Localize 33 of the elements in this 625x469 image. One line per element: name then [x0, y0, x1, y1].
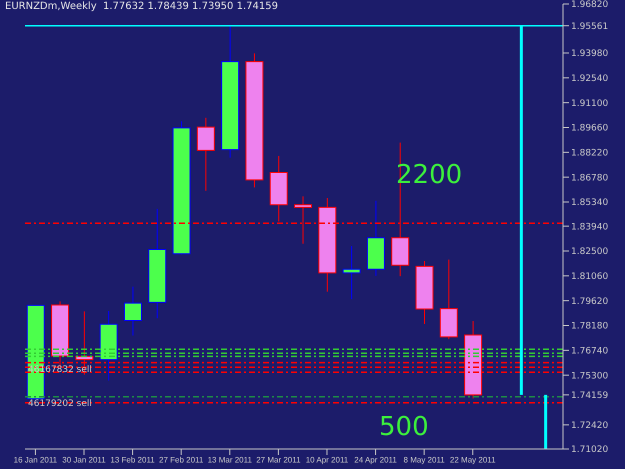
y-tick-label: 1.78180 — [571, 322, 608, 332]
y-tick-label: 1.92540 — [571, 74, 608, 84]
x-tick-label: 27 Mar 2011 — [256, 456, 302, 465]
x-tick-label: 30 Jan 2011 — [62, 456, 106, 465]
y-tick-label: 1.75300 — [571, 371, 608, 382]
y-tick-label: 1.89660 — [571, 124, 608, 134]
y-tick-label: 1.71020 — [571, 445, 608, 456]
y-tick-label: 1.86780 — [571, 173, 608, 184]
y-tick-label: 1.96820 — [571, 0, 608, 10]
ref-line-label: 46179202 sell — [28, 399, 92, 410]
y-tick-label: 1.81060 — [571, 272, 608, 282]
y-tick-label: 1.74159 — [571, 391, 608, 402]
candlestick — [342, 246, 361, 300]
y-tick-label: 1.95561 — [571, 22, 608, 32]
x-tick-label: 22 May 2011 — [450, 456, 496, 465]
y-tick-label: 1.72420 — [571, 421, 608, 432]
x-tick-label: 13 Feb 2011 — [110, 456, 156, 465]
chart-title: EURNZDm,Weekly 1.77632 1.78439 1.73950 1.74159 — [5, 1, 278, 12]
annotation: 500 — [379, 412, 429, 442]
y-tick-label: 1.83940 — [571, 222, 608, 232]
x-tick-label: 27 Feb 2011 — [159, 456, 204, 465]
x-tick-label: 24 Apr 2011 — [354, 456, 398, 465]
x-tick-label: 10 Apr 2011 — [306, 456, 349, 465]
x-tick-label: 16 Jan 2011 — [14, 456, 58, 465]
y-tick-label: 1.76740 — [571, 346, 608, 357]
y-tick-label: 1.91100 — [571, 98, 608, 109]
y-tick-label: 1.88220 — [571, 148, 608, 159]
y-tick-label: 1.93980 — [571, 49, 608, 60]
x-tick-label: 13 Mar 2011 — [208, 456, 252, 465]
y-tick-label: 1.85340 — [571, 198, 608, 208]
y-tick-label: 1.82500 — [571, 247, 608, 258]
y-tick-label: 1.79620 — [571, 296, 608, 307]
x-tick-label: 8 May 2011 — [404, 456, 446, 465]
